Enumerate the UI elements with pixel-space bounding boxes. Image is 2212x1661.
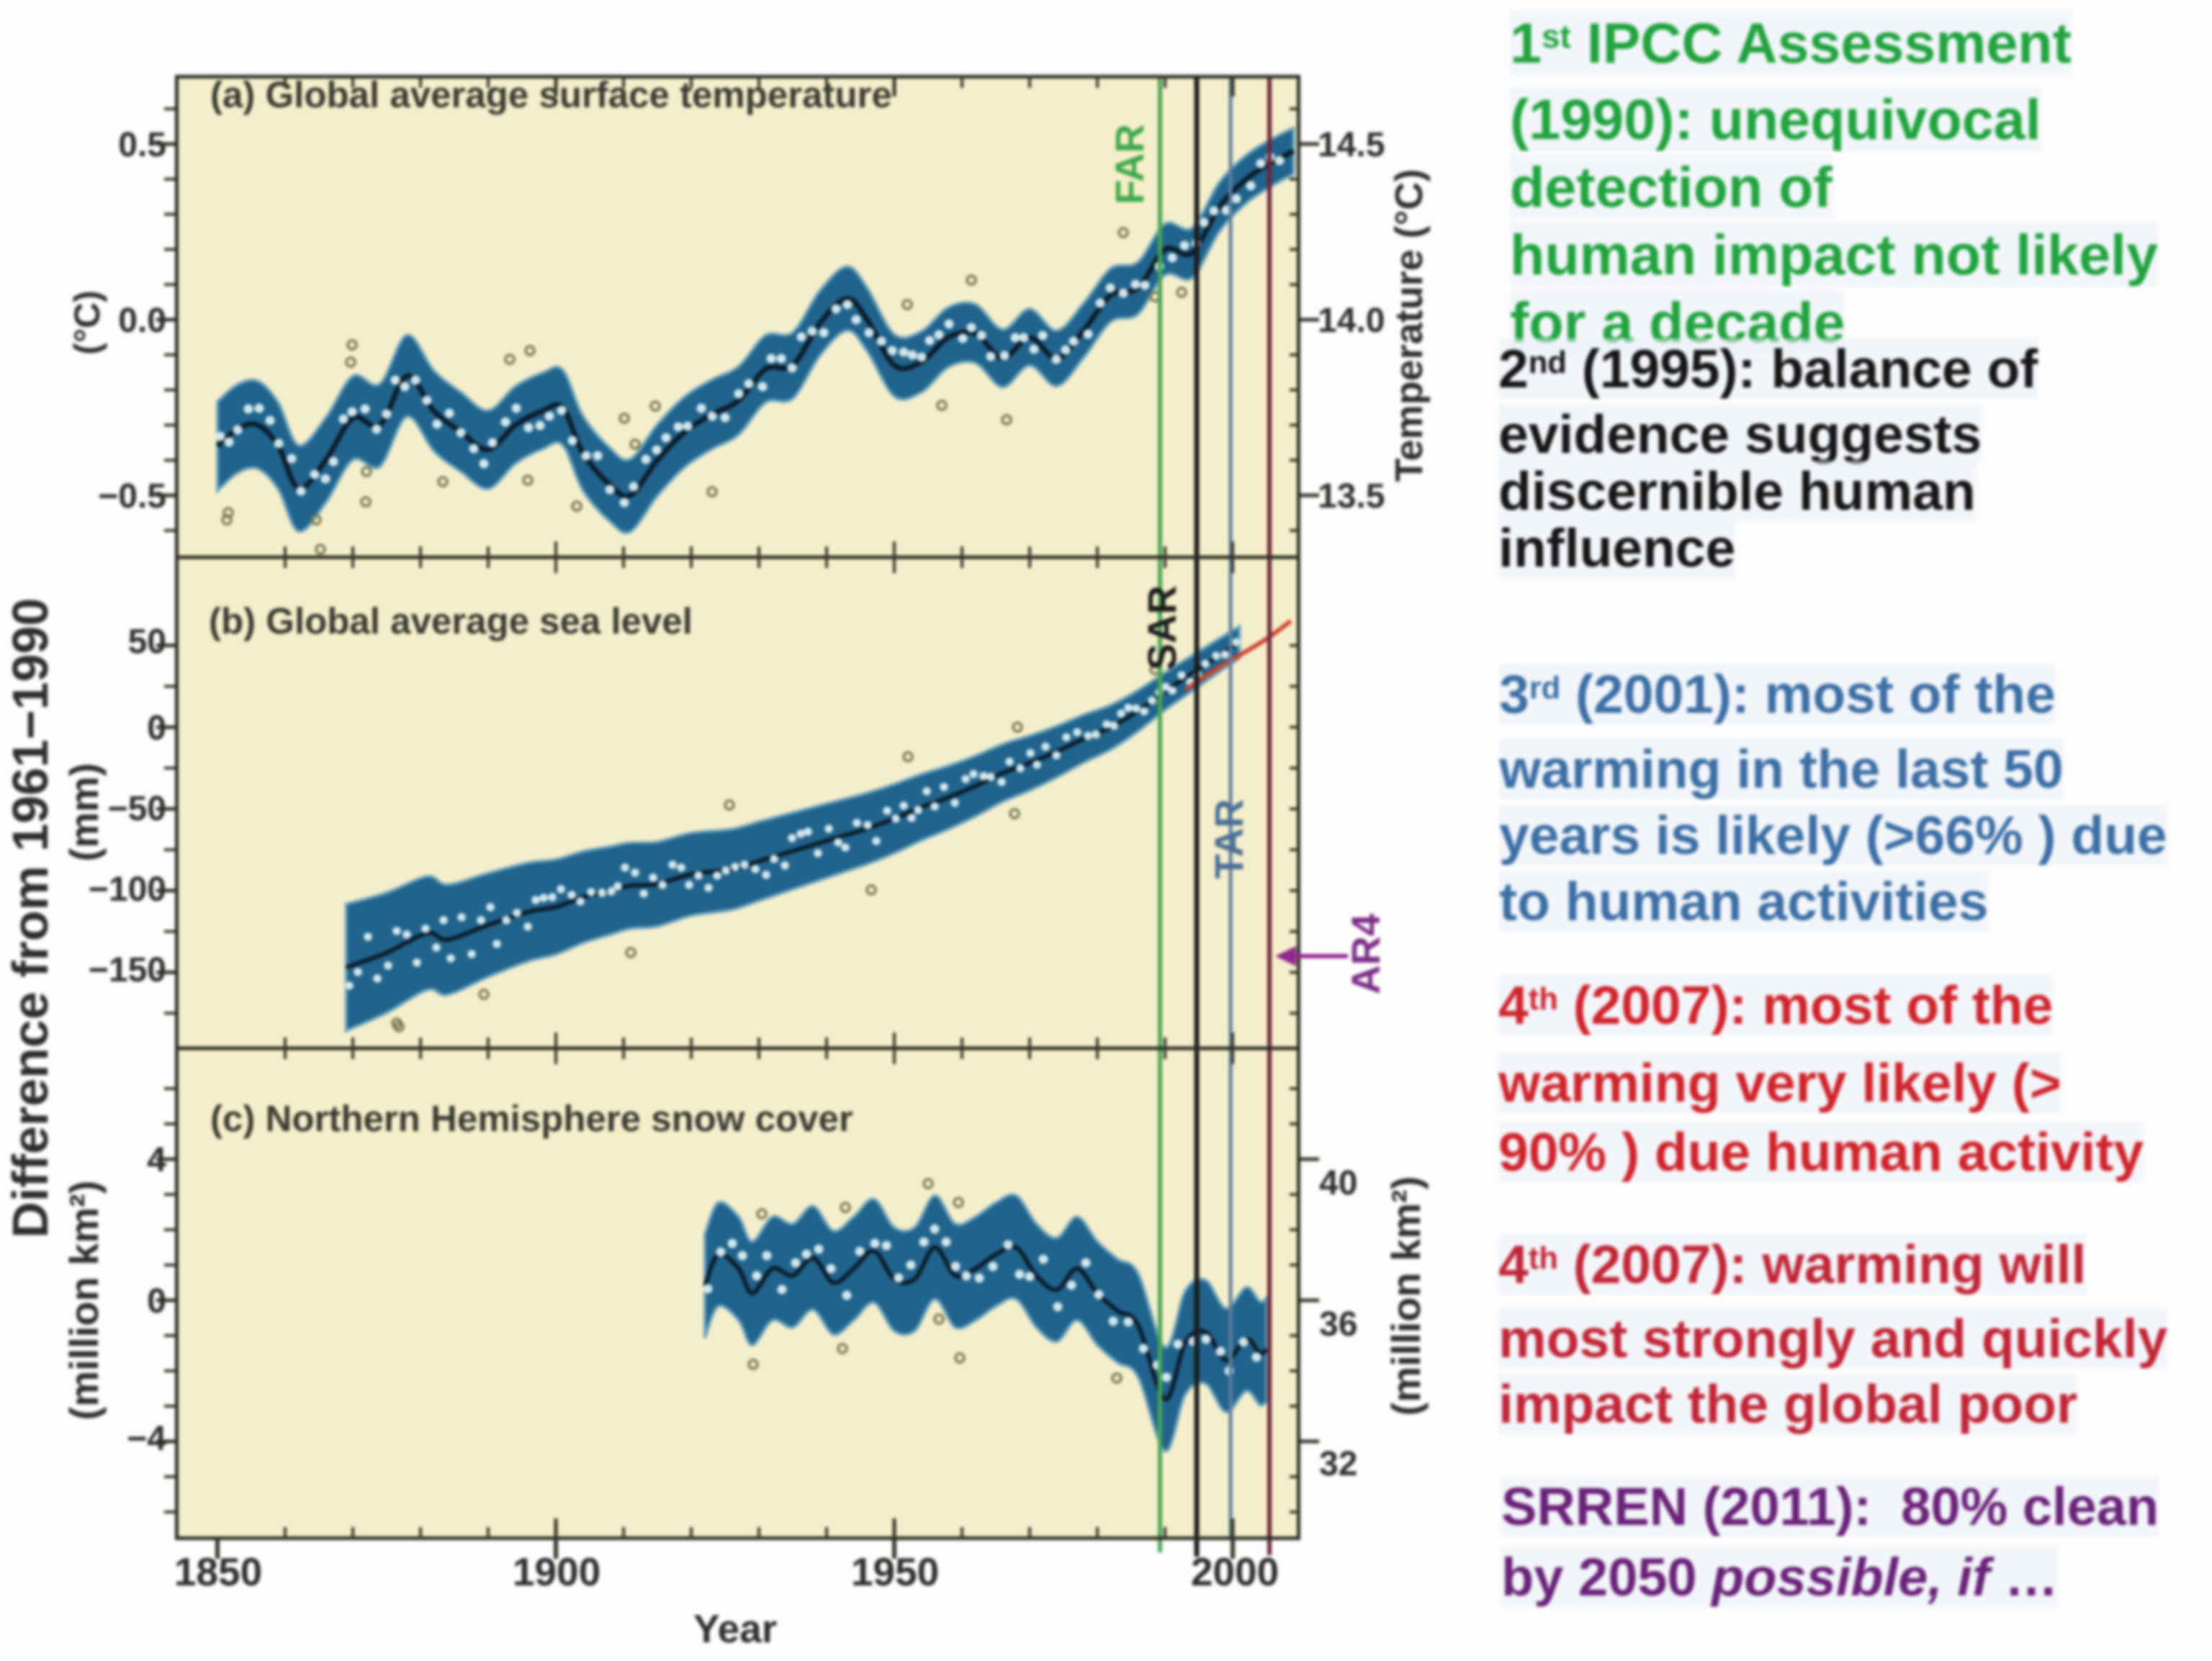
- svg-text:14.5: 14.5: [1318, 126, 1385, 164]
- svg-text:0.5: 0.5: [118, 126, 166, 164]
- svg-text:40: 40: [1319, 1164, 1357, 1202]
- svg-text:(million km²): (million km²): [61, 1181, 107, 1421]
- svg-text:14.0: 14.0: [1318, 302, 1385, 340]
- svg-text:0: 0: [147, 1282, 166, 1320]
- svg-text:1950: 1950: [851, 1549, 939, 1594]
- svg-text:(million km²): (million km²): [1383, 1176, 1429, 1416]
- svg-text:36: 36: [1319, 1305, 1357, 1343]
- svg-text:(°C): (°C): [67, 290, 107, 354]
- svg-text:1900: 1900: [513, 1549, 601, 1594]
- svg-text:Difference from 1961−1990: Difference from 1961−1990: [2, 598, 58, 1238]
- svg-text:13.5: 13.5: [1318, 477, 1385, 516]
- svg-text:FAR: FAR: [1107, 124, 1152, 204]
- svg-text:4: 4: [147, 1141, 166, 1179]
- svg-text:(a) Global average surface tem: (a) Global average surface temperature: [210, 74, 892, 115]
- svg-text:−50: −50: [108, 790, 166, 828]
- svg-text:(b) Global average sea level: (b) Global average sea level: [209, 600, 693, 642]
- svg-text:1850: 1850: [174, 1549, 262, 1594]
- svg-text:TAR: TAR: [1206, 799, 1251, 879]
- svg-text:−150: −150: [89, 951, 166, 989]
- svg-text:−100: −100: [89, 870, 166, 909]
- svg-text:SAR: SAR: [1139, 585, 1184, 670]
- svg-text:0.0: 0.0: [118, 302, 166, 340]
- svg-text:−0.5: −0.5: [98, 477, 166, 516]
- svg-text:Year: Year: [693, 1606, 777, 1651]
- svg-text:Temperature (°C): Temperature (°C): [1388, 169, 1431, 482]
- svg-text:AR4: AR4: [1343, 914, 1388, 994]
- svg-text:50: 50: [128, 623, 166, 661]
- svg-text:2000: 2000: [1191, 1549, 1279, 1594]
- svg-text:32: 32: [1319, 1445, 1357, 1483]
- svg-text:−4: −4: [127, 1420, 166, 1458]
- svg-text:(mm): (mm): [61, 763, 107, 862]
- svg-text:0: 0: [147, 709, 166, 747]
- svg-text:(c) Northern Hemisphere snow c: (c) Northern Hemisphere snow cover: [210, 1098, 853, 1139]
